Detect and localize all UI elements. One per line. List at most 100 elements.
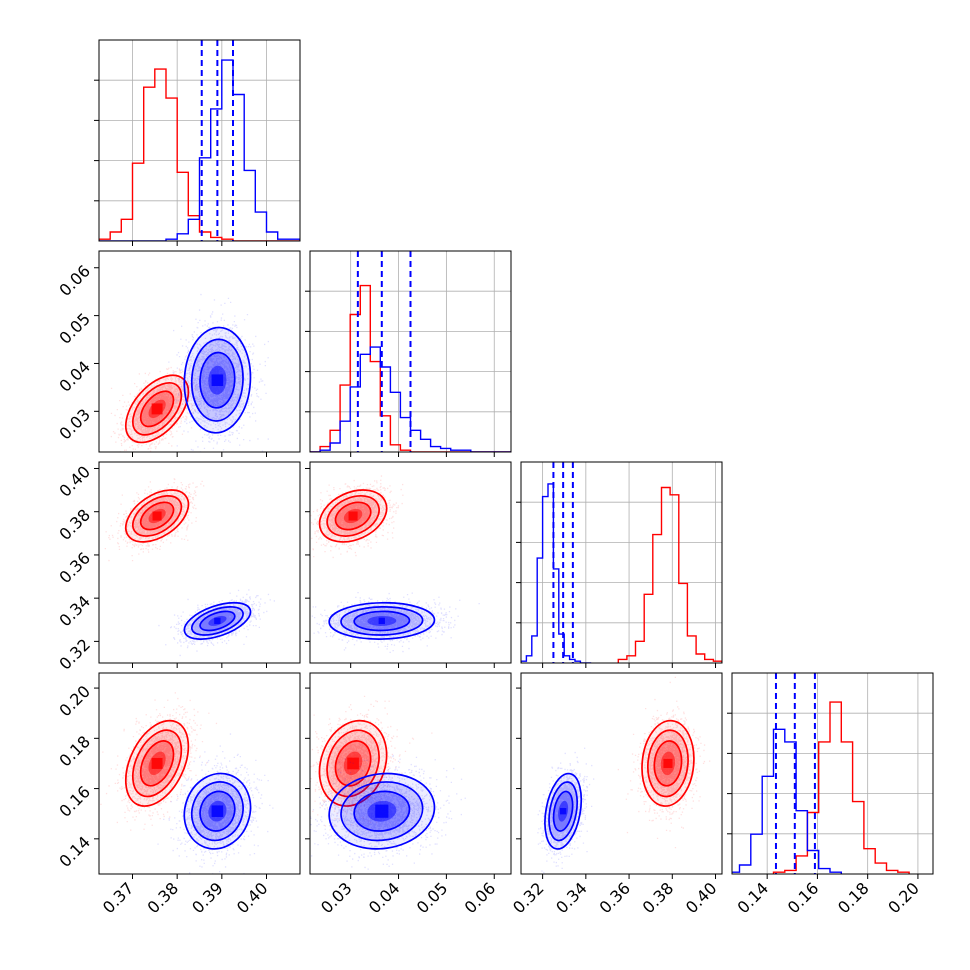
histogram-bar [807, 812, 818, 874]
histogram-bar [188, 219, 199, 241]
histogram-bar [431, 447, 441, 452]
density-peak-blue [560, 808, 566, 814]
panel-content [105, 461, 275, 656]
density-peak-blue [212, 805, 224, 817]
y-tick-label-p2: 0.03 [55, 405, 94, 444]
histogram-bar [841, 742, 852, 874]
histogram-bar [679, 583, 688, 663]
panel-content [537, 677, 710, 879]
histogram-bar [819, 742, 830, 874]
histogram-bar [864, 849, 875, 874]
y-tick-label-p2: 0.06 [55, 261, 94, 300]
density-peak-blue [379, 618, 385, 624]
histogram-blue-p4 [728, 673, 841, 874]
x-tick-label-p3: 0.34 [552, 879, 591, 918]
histogram-bar [177, 234, 188, 241]
panel-frame [732, 673, 933, 874]
histogram-bar [559, 634, 564, 663]
density-peak-blue [375, 805, 388, 818]
x-tick-label-p2: 0.05 [413, 879, 452, 918]
histogram-bar [411, 430, 421, 452]
histogram-bar [320, 447, 330, 452]
y-tick-label-p3: 0.32 [55, 635, 94, 674]
x-tick-label-p1: 0.40 [233, 879, 272, 918]
histogram-bar [340, 385, 350, 452]
panel-content [310, 251, 511, 452]
density-blue [537, 748, 594, 879]
panel-p3-p1: 0.320.340.360.380.40 [55, 461, 300, 673]
histogram-bar [177, 172, 188, 241]
y-tick-label-p2: 0.05 [55, 309, 94, 348]
x-tick-label-p4: 0.14 [734, 879, 773, 918]
x-tick-label-p1: 0.37 [99, 879, 138, 918]
x-tick-label-p4: 0.18 [834, 879, 873, 918]
histogram-bar [144, 87, 155, 241]
density-red [618, 677, 711, 849]
y-tick-label-p4: 0.14 [55, 832, 94, 871]
histogram-bar [233, 94, 244, 241]
histogram-step-blue [728, 729, 841, 874]
histogram-bar [330, 443, 340, 452]
gridlines [732, 673, 933, 874]
panel-p3-p3 [516, 462, 722, 668]
panel-content [298, 696, 466, 878]
density-peak-blue [212, 374, 224, 386]
density-peak-red [153, 511, 162, 520]
histogram-bar [644, 594, 653, 663]
histogram-step-blue [521, 484, 591, 663]
histogram-bar [526, 656, 531, 663]
histogram-bar [267, 232, 278, 241]
histogram-bar [751, 834, 762, 874]
histogram-bar [390, 392, 400, 452]
histogram-bar [853, 802, 864, 874]
histogram-bar [796, 856, 807, 874]
panel-frame [521, 462, 722, 663]
histogram-bar [370, 347, 380, 452]
histogram-bar [661, 488, 670, 663]
panel-content [285, 475, 480, 653]
y-tick-label-p3: 0.36 [55, 549, 94, 588]
histogram-bar [133, 163, 144, 241]
histogram-bar [696, 654, 705, 663]
panel-p2-p1: 0.030.040.050.06 [55, 251, 300, 466]
y-tick-label-p4: 0.16 [55, 782, 94, 821]
histogram-bar [390, 445, 400, 452]
x-tick-label-p2: 0.04 [365, 879, 404, 918]
panel-p1-p1 [94, 40, 300, 246]
histogram-blue-p3 [521, 462, 591, 663]
corner-plot: 0.030.040.050.060.320.340.360.380.400.37… [0, 0, 970, 970]
histogram-bar [532, 636, 537, 663]
histogram-bar [421, 439, 431, 452]
histogram-bar [370, 362, 380, 452]
y-tick-label-p4: 0.18 [55, 732, 94, 771]
histogram-bar [627, 656, 636, 663]
histogram-bar [687, 636, 696, 663]
histogram-bar [340, 421, 350, 452]
density-peak-blue [214, 618, 220, 624]
density-peak-red [152, 758, 163, 769]
x-tick-label-p4: 0.16 [784, 879, 823, 918]
histogram-bar [360, 286, 370, 452]
y-tick-label-p3: 0.34 [55, 592, 94, 631]
y-tick-label-p3: 0.40 [55, 462, 94, 501]
histogram-bar [330, 430, 340, 452]
histogram-bar [830, 702, 841, 874]
histogram-bar [819, 869, 830, 874]
panel-content [96, 294, 269, 466]
gridlines [521, 462, 722, 663]
density-peak-red [152, 403, 163, 414]
x-tick-label-p1: 0.39 [188, 879, 227, 918]
histogram-step-blue [99, 60, 300, 241]
panel-content [100, 692, 273, 874]
histogram-bar [636, 641, 645, 663]
panel-content [728, 673, 933, 874]
histogram-bar [244, 170, 255, 241]
histogram-bar [762, 776, 773, 874]
density-red [285, 475, 403, 558]
histogram-bar [564, 656, 569, 663]
panel-p4-p2: 0.03 0.04 0.05 0.06 [298, 673, 511, 917]
density-red [105, 461, 210, 561]
histogram-bar [653, 535, 662, 663]
histogram-bar [537, 558, 542, 663]
histogram-red-p3 [618, 488, 722, 664]
